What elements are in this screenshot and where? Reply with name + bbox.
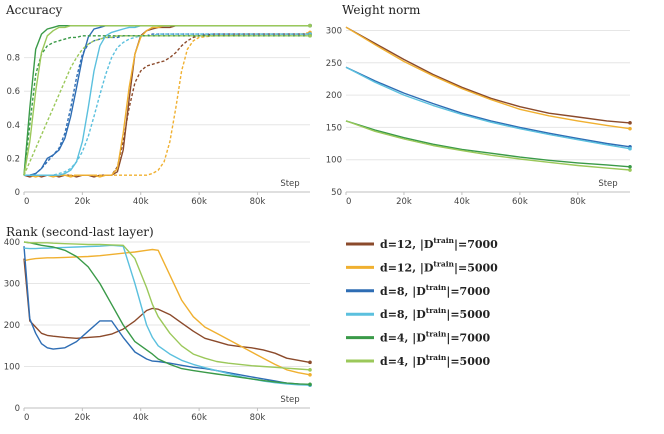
- weight_norm-endpoint-d8_5000: [628, 146, 632, 151]
- rank-ytick-label: 200: [4, 321, 20, 331]
- accuracy-ytick-label: 0.4: [6, 121, 20, 131]
- rank-ytick-label: 400: [4, 238, 20, 248]
- accuracy-series-d12_7000-dashed: [24, 33, 310, 176]
- accuracy-xtick-label: 40k: [133, 197, 149, 207]
- weight_norm-series-d4_5000: [345, 120, 631, 171]
- accuracy-series-d8_7000-dashed: [24, 33, 310, 176]
- legend-label-d4_7000: d=4, |Dtrain|=7000: [380, 330, 491, 345]
- rank-xtick-label: 80k: [250, 413, 266, 423]
- weight_norm-series-d8_7000: [345, 66, 631, 148]
- accuracy-series-d4_5000: [23, 25, 310, 176]
- rank-series-d8_5000: [23, 244, 311, 386]
- weight_norm-endpoint-d4_5000: [628, 168, 632, 172]
- rank-series-d4_5000: [23, 241, 311, 371]
- weight_norm-xtick-label: 60k: [512, 197, 528, 207]
- weight_norm-ytick-label: 250: [326, 59, 342, 69]
- weight_norm-endpoint-d12_7000: [628, 121, 632, 125]
- rank-ytick-label: 300: [4, 280, 20, 290]
- weight_norm-endpoint-d12_5000: [628, 126, 632, 131]
- rank-panel: Rank (second-last layer) 0 100 200 300 400 0 20…: [4, 225, 312, 423]
- weight_norm-xtick-label: 40k: [454, 197, 470, 207]
- rank-series-d8_7000: [23, 246, 311, 386]
- accuracy-ytick-label: 0.8: [6, 54, 20, 64]
- accuracy-series-d4_5000-dashed: [23, 35, 310, 176]
- legend-label-d12_5000: d=12, |Dtrain|=5000: [380, 259, 498, 274]
- weight_norm-series-d12_7000: [345, 26, 631, 124]
- weight_norm-xtick-label: 0: [346, 197, 351, 207]
- rank-series-d12_7000: [23, 258, 311, 364]
- accuracy-xtick-label: 20k: [74, 197, 90, 207]
- accuracy-series-d12_5000: [24, 25, 310, 178]
- rank-endpoint-d12_5000: [308, 373, 312, 377]
- accuracy-xtick-label: 60k: [191, 197, 207, 207]
- rank-ytick-label: 100: [4, 363, 20, 373]
- rank-xtick-label: 20k: [74, 413, 90, 423]
- rank-series-d12_5000: [23, 248, 311, 376]
- weight_norm-ytick-label: 300: [326, 26, 342, 36]
- rank-endpoint-d12_7000: [308, 360, 312, 365]
- weight_norm-xtick-label: 80k: [570, 197, 586, 207]
- legend-label-d8_7000: d=8, |Dtrain|=7000: [380, 283, 491, 298]
- legend-label-d8_5000: d=8, |Dtrain|=5000: [380, 306, 491, 321]
- weight_norm-series-d4_7000: [345, 120, 631, 168]
- weight-norm-panel: Weight norm 50 100 150 200 250 300 0 20k 40k 60k 80…: [326, 3, 632, 207]
- rank-xlabel: Step: [280, 395, 299, 405]
- rank-xtick-label: 60k: [191, 413, 207, 423]
- accuracy-ytick-label: 0.2: [6, 154, 20, 164]
- accuracy-ytick-label: 0: [15, 188, 20, 198]
- rank-xtick-label: 0: [24, 413, 29, 423]
- weight_norm-ytick-label: 150: [326, 123, 342, 133]
- legend-label-d4_5000: d=4, |Dtrain|=5000: [380, 353, 491, 368]
- legend-label-d12_7000: d=12, |Dtrain|=7000: [380, 236, 498, 251]
- weight_norm-xlabel: Step: [598, 179, 617, 189]
- accuracy-series-d4_7000-dashed: [23, 35, 310, 176]
- weight_norm-endpoint-d4_7000: [628, 165, 632, 169]
- weight_norm-series-d12_5000: [345, 26, 631, 130]
- accuracy-xtick-label: 0: [24, 197, 29, 207]
- rank-xtick-label: 40k: [133, 413, 149, 423]
- weight_norm-ytick-label: 100: [326, 156, 342, 166]
- weight_norm-xtick-label: 20k: [396, 197, 412, 207]
- accuracy-panel: Accuracy 0 0.2 0.4 0.6 0.8 0 20k 40k 60k 80k Step: [5, 3, 312, 207]
- weight_norm-title: Weight norm: [342, 3, 421, 17]
- accuracy-title: Accuracy: [5, 3, 62, 17]
- rank-ytick-label: 0: [15, 404, 20, 414]
- rank-endpoint-d4_5000: [308, 368, 312, 372]
- accuracy-xlabel: Step: [280, 179, 299, 189]
- accuracy-endpoint-d4_5000: [308, 23, 312, 28]
- weight_norm-series-d8_5000: [345, 66, 631, 150]
- accuracy-endpoint-d4_5000: [308, 33, 312, 38]
- rank-endpoint-d4_7000: [308, 382, 312, 387]
- accuracy-series-d12_7000: [23, 25, 310, 178]
- weight_norm-ytick-label: 50: [331, 188, 342, 198]
- accuracy-series-d8_5000-dashed: [24, 33, 310, 176]
- accuracy-xtick-label: 80k: [250, 197, 266, 207]
- weight_norm-ytick-label: 200: [326, 91, 342, 101]
- rank-title: Rank (second-last layer): [6, 225, 154, 239]
- legend: d=12, |Dtrain|=7000 d=12, |Dtrain|=5000 d=…: [346, 236, 498, 368]
- rank-series-d4_7000: [23, 241, 311, 385]
- accuracy-ytick-label: 0.6: [6, 87, 20, 97]
- accuracy-series-d12_5000-dashed: [24, 31, 311, 176]
